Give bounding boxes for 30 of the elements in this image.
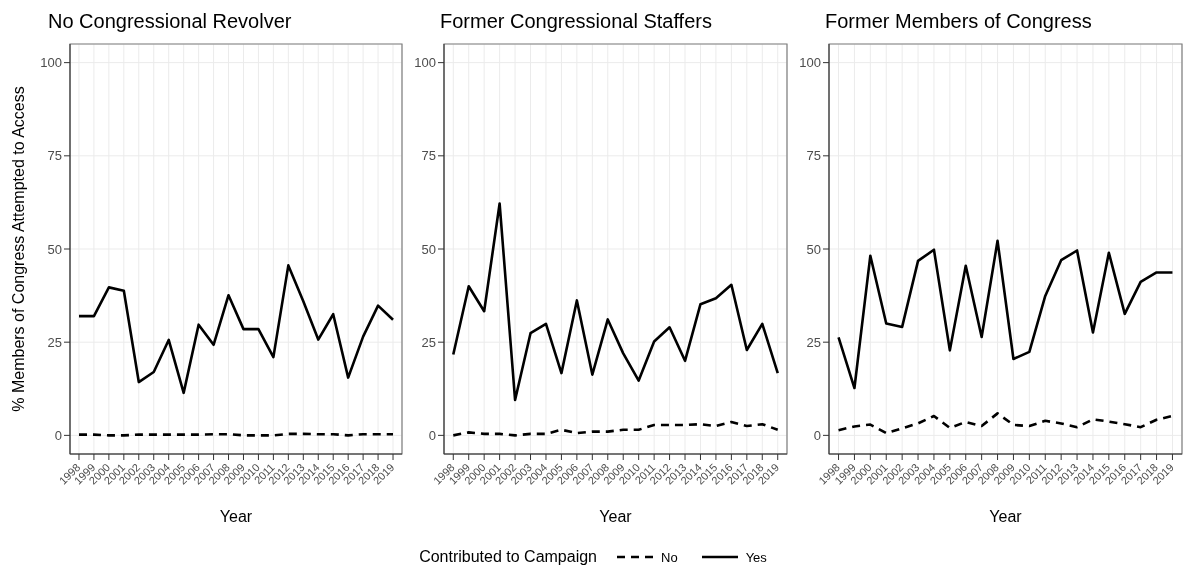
line-series <box>451 420 780 437</box>
y-tick-label: 75 <box>806 148 821 164</box>
y-tick-label: 25 <box>47 334 62 350</box>
x-axis-title: Year <box>599 508 633 525</box>
line-series <box>77 264 395 395</box>
y-tick-label: 100 <box>799 55 821 71</box>
line-series <box>837 239 1174 390</box>
line-series <box>451 202 780 402</box>
x-axis-title: Year <box>219 508 253 525</box>
x-axis-title: Year <box>989 508 1023 525</box>
legend-label: No <box>661 549 678 565</box>
y-tick-label: 25 <box>421 334 436 350</box>
y-tick-label: 75 <box>47 148 62 164</box>
chart-title: Former Congressional Staffers <box>439 9 713 34</box>
y-tick-label: 0 <box>813 427 821 443</box>
line-series <box>837 412 1174 435</box>
y-tick-label: 100 <box>40 55 62 71</box>
y-tick-label: 75 <box>421 148 436 164</box>
y-tick-label: 50 <box>421 241 436 257</box>
y-tick-label: 0 <box>54 427 62 443</box>
chart-title: Former Members of Congress <box>824 9 1093 34</box>
y-axis-title: % Members of Congress Attempted to Access <box>9 86 27 412</box>
y-tick-label: 0 <box>428 427 436 443</box>
y-tick-label: 100 <box>414 55 436 71</box>
legend-label: Yes <box>745 549 767 565</box>
y-tick-label: 50 <box>806 241 821 257</box>
chart-title: No Congressional Revolver <box>47 9 293 34</box>
y-tick-label: 25 <box>806 334 821 350</box>
legend-title: Contributed to Campaign <box>419 548 598 566</box>
y-tick-label: 50 <box>47 241 62 257</box>
